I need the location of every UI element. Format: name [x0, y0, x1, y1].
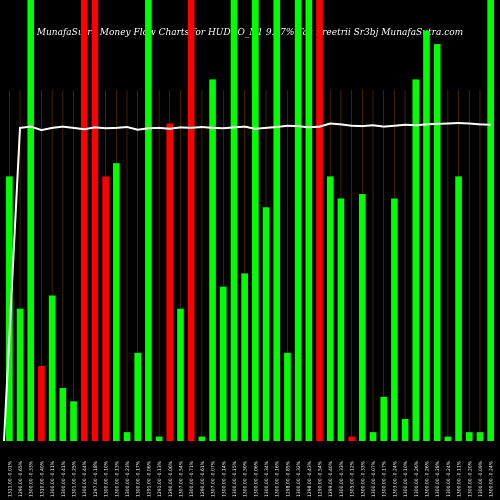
x-tick-label: 1290.00 -0.65%: [18, 460, 24, 497]
money-flow-bar: [80, 0, 88, 441]
money-flow-bar: [369, 432, 377, 441]
x-tick-label: 1301.00 -0.25%: [72, 460, 78, 497]
x-tick-label: 1300.00 -0.41%: [61, 460, 67, 497]
money-flow-bar: [487, 0, 494, 441]
x-tick-label: 1300.00 -0.06%: [253, 460, 259, 497]
money-flow-bar: [412, 79, 420, 441]
money-flow-bar: [230, 0, 238, 441]
x-tick-label: 1300.00 -0.10%: [104, 460, 110, 497]
money-flow-bar: [252, 0, 259, 441]
money-flow-bar: [284, 352, 291, 441]
money-flow-bar: [177, 308, 184, 441]
x-tick-label: 1299.00 -0.40%: [328, 460, 334, 497]
money-flow-bar: [112, 163, 120, 442]
x-tick-label: 1290.00 -0.06%: [168, 460, 174, 497]
money-flow-bar: [48, 295, 56, 441]
x-tick-label: 1300.00 -0.33%: [339, 460, 345, 497]
x-tick-label: 1300.00 -0.11%: [457, 460, 463, 497]
money-flow-bar: [444, 436, 452, 441]
x-tick-label: 1300.00 -0.30%: [243, 460, 249, 497]
x-tick-label: 1300.00 -0.10%: [403, 460, 409, 497]
x-tick-label: 1300.00 -0.09%: [478, 460, 484, 497]
money-flow-bar: [145, 0, 152, 441]
x-tick-label: 1300.00 -0.13%: [114, 460, 120, 497]
money-flow-bar: [316, 0, 323, 441]
money-flow-bar: [166, 123, 174, 441]
money-flow-bar: [16, 308, 24, 441]
money-flow-bar: [294, 0, 302, 441]
x-tick-label: 1311.00 -0.01%: [7, 460, 13, 497]
money-flow-bar: [455, 176, 462, 441]
x-tick-label: 1303.00 -0.24%: [392, 460, 398, 497]
x-tick-label: 1300.00 -0.23%: [125, 460, 131, 497]
chart-title: MunafaSutra Money Flow Charts for HUDCO_…: [36, 28, 464, 38]
money-flow-bar: [123, 432, 131, 441]
x-tick-label: 1300.00 -0.20%: [467, 460, 473, 497]
money-flow-bar: [476, 432, 484, 441]
x-tick-label: 1300.00 -0.14%: [221, 460, 227, 497]
x-tick-label: 1300.00 -0.32%: [296, 460, 302, 497]
money-flow-bar: [198, 436, 206, 441]
money-flow-line: [3, 121, 491, 442]
x-tick-label: 1300.00 -0.24%: [489, 460, 495, 497]
money-flow-bar: [348, 436, 355, 441]
money-flow-bar: [380, 396, 388, 441]
x-tick-label: 1300.00 -0.17%: [136, 460, 142, 497]
x-tick-label: 1300.00 -0.24%: [446, 460, 452, 497]
money-flow-bar: [391, 198, 398, 441]
money-flow-bar: [38, 366, 45, 441]
x-tick-label: 1298.00 -0.85%: [285, 460, 291, 497]
x-tick-label: 1300.00 -0.33%: [360, 460, 366, 497]
money-flow-bar: [134, 352, 142, 441]
x-tick-label: 1300.00 -0.15%: [232, 460, 238, 497]
x-tick-label: 1290.00 -0.54%: [318, 460, 324, 497]
money-flow-bar: [401, 418, 409, 441]
x-tick-label: 1291.00 -0.13%: [157, 460, 163, 497]
x-tick-label: 1307.00 -0.54%: [178, 460, 184, 497]
money-flow-bar: [273, 0, 281, 441]
x-tick-label: 1310.00 -0.40%: [39, 460, 45, 497]
x-tick-label: 1298.00 -0.43%: [307, 460, 313, 497]
money-flow-bar: [155, 436, 163, 441]
x-tick-label: 1300.00 -0.28%: [435, 460, 441, 497]
money-flow-bar: [70, 401, 77, 441]
x-tick-label: 1305.00 -0.12%: [350, 460, 356, 497]
money-flow-bar: [27, 0, 35, 441]
money-flow-bar: [219, 286, 227, 441]
x-tick-label: 1300.00 -0.44%: [82, 460, 88, 497]
money-flow-bar: [187, 0, 195, 441]
x-tick-label: 1307.00 -0.07%: [211, 460, 217, 497]
money-flow-bar: [326, 176, 334, 441]
x-tick-label: 1291.00 -0.06%: [146, 460, 152, 497]
x-tick-label: 1300.00 -0.26%: [414, 460, 420, 497]
money-flow-bar: [209, 79, 216, 441]
x-tick-label: 1300.00 -0.11%: [50, 460, 56, 497]
money-flow-bar: [241, 273, 248, 441]
x-tick-label: 1300.00 -0.26%: [424, 460, 430, 497]
money-flow-bar: [6, 176, 13, 441]
x-tick-label: 1297.00 -0.18%: [93, 460, 99, 497]
money-flow-bar: [102, 176, 109, 441]
x-tick-label: 1300.00 -0.07%: [371, 460, 377, 497]
x-tick-label: 1300.00 -0.71%: [189, 460, 195, 497]
money-flow-bar: [305, 0, 313, 441]
money-flow-bar: [262, 207, 270, 441]
money-flow-bar: [465, 432, 473, 441]
money-flow-bar: [423, 30, 430, 442]
x-tick-label: 1300.00 -0.16%: [275, 460, 281, 497]
x-tick-label: 1300.00 -0.17%: [382, 460, 388, 497]
money-flow-bar: [59, 388, 67, 441]
x-tick-label: 1300.00 -0.33%: [29, 460, 35, 497]
money-flow-bar: [358, 194, 366, 441]
x-tick-label: 1300.00 -0.34%: [264, 460, 270, 497]
money-flow-bar: [433, 44, 441, 441]
x-tick-label: 1290.00 -0.61%: [200, 460, 206, 497]
money-flow-bar: [91, 0, 99, 441]
money-flow-bar: [337, 198, 345, 441]
